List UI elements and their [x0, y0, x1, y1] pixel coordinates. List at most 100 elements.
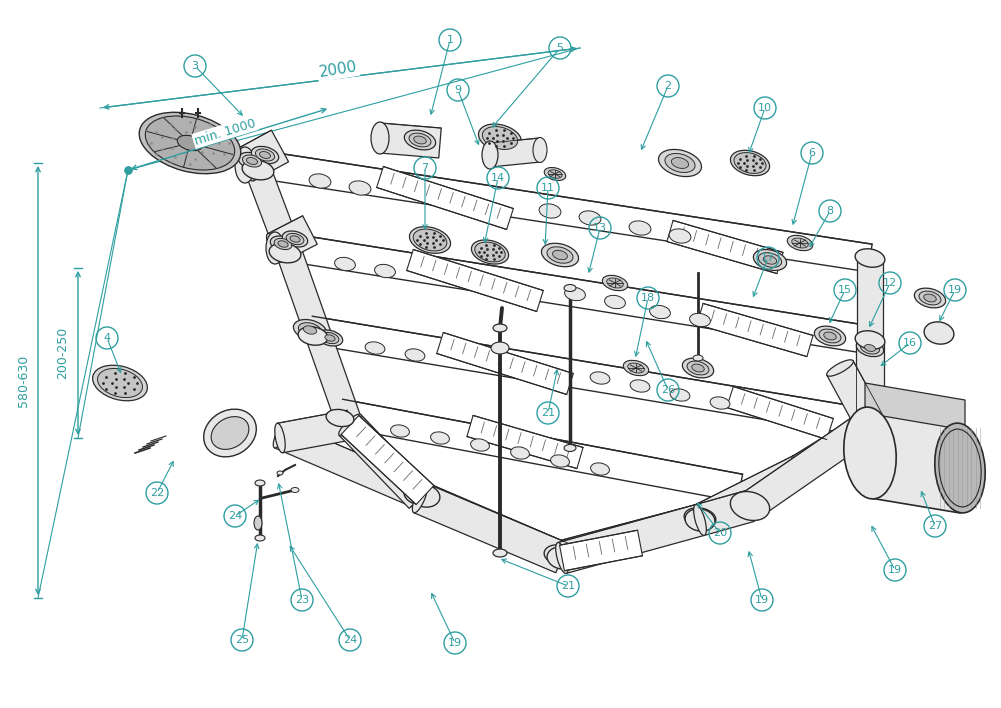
Ellipse shape [405, 349, 424, 361]
Ellipse shape [242, 160, 274, 180]
Text: 10: 10 [758, 103, 772, 113]
Ellipse shape [309, 174, 331, 188]
Ellipse shape [629, 221, 651, 235]
Ellipse shape [471, 240, 509, 264]
Polygon shape [558, 505, 705, 573]
Text: 25: 25 [235, 635, 249, 645]
Ellipse shape [693, 355, 703, 361]
Ellipse shape [491, 342, 509, 354]
Ellipse shape [548, 547, 577, 569]
Ellipse shape [145, 116, 234, 170]
Ellipse shape [493, 549, 507, 557]
Ellipse shape [935, 423, 985, 513]
Text: 23: 23 [295, 595, 309, 605]
Ellipse shape [628, 363, 645, 373]
Ellipse shape [556, 542, 569, 573]
Ellipse shape [669, 229, 691, 243]
Ellipse shape [269, 243, 301, 263]
Ellipse shape [792, 456, 808, 480]
Polygon shape [339, 415, 430, 508]
Polygon shape [414, 482, 566, 568]
Text: 7: 7 [421, 163, 428, 173]
Polygon shape [277, 410, 352, 452]
Ellipse shape [659, 149, 702, 176]
Ellipse shape [511, 447, 530, 459]
Text: 9: 9 [454, 85, 461, 95]
Ellipse shape [139, 113, 241, 173]
Ellipse shape [553, 251, 568, 260]
Ellipse shape [694, 505, 707, 535]
Ellipse shape [788, 235, 813, 251]
Text: 580-630: 580-630 [16, 355, 29, 407]
Ellipse shape [857, 254, 883, 262]
Ellipse shape [672, 158, 689, 169]
Text: min. 1000: min. 1000 [193, 117, 257, 147]
Text: 19: 19 [888, 565, 902, 575]
Ellipse shape [924, 294, 936, 302]
Ellipse shape [238, 152, 265, 170]
Ellipse shape [856, 421, 884, 429]
Ellipse shape [478, 124, 522, 152]
Text: 19: 19 [948, 285, 962, 295]
Ellipse shape [792, 238, 808, 248]
Polygon shape [236, 130, 288, 181]
Ellipse shape [486, 143, 493, 167]
Ellipse shape [334, 257, 355, 270]
Ellipse shape [731, 150, 770, 176]
Ellipse shape [413, 482, 426, 508]
Ellipse shape [298, 327, 328, 346]
Text: 18: 18 [641, 293, 655, 303]
Ellipse shape [759, 253, 782, 268]
Ellipse shape [684, 508, 716, 528]
Ellipse shape [375, 123, 384, 153]
Ellipse shape [266, 234, 283, 263]
Ellipse shape [326, 409, 354, 427]
Ellipse shape [754, 249, 787, 270]
Ellipse shape [291, 488, 299, 493]
Polygon shape [793, 413, 877, 480]
Polygon shape [307, 316, 872, 437]
Ellipse shape [564, 445, 576, 452]
Polygon shape [248, 149, 872, 272]
Ellipse shape [277, 471, 283, 475]
Ellipse shape [286, 234, 304, 245]
Text: 2000: 2000 [317, 59, 358, 81]
Polygon shape [246, 166, 302, 260]
Text: 12: 12 [883, 278, 897, 288]
Polygon shape [857, 258, 883, 340]
Ellipse shape [365, 342, 385, 354]
Ellipse shape [290, 236, 300, 242]
Ellipse shape [254, 516, 262, 530]
Ellipse shape [235, 147, 255, 183]
Ellipse shape [266, 232, 284, 264]
Ellipse shape [325, 335, 335, 341]
Ellipse shape [298, 323, 321, 337]
Ellipse shape [734, 153, 766, 173]
Ellipse shape [824, 332, 836, 340]
Ellipse shape [692, 364, 705, 372]
Ellipse shape [855, 331, 885, 349]
Text: 22: 22 [150, 488, 164, 498]
Text: 17: 17 [761, 253, 775, 263]
Ellipse shape [693, 506, 708, 531]
Ellipse shape [413, 136, 426, 144]
Ellipse shape [665, 154, 695, 173]
Text: 3: 3 [191, 61, 198, 71]
Ellipse shape [855, 249, 885, 267]
Ellipse shape [430, 432, 449, 444]
Polygon shape [378, 123, 441, 158]
Ellipse shape [580, 211, 601, 225]
Ellipse shape [349, 181, 371, 195]
Polygon shape [466, 416, 583, 469]
Polygon shape [337, 399, 743, 502]
Ellipse shape [255, 535, 265, 541]
Ellipse shape [914, 288, 946, 308]
Ellipse shape [482, 127, 518, 149]
Polygon shape [436, 333, 574, 394]
Polygon shape [341, 416, 433, 505]
Ellipse shape [844, 407, 896, 499]
Ellipse shape [274, 239, 292, 250]
Ellipse shape [97, 368, 142, 398]
Ellipse shape [548, 170, 562, 178]
Polygon shape [406, 249, 544, 312]
